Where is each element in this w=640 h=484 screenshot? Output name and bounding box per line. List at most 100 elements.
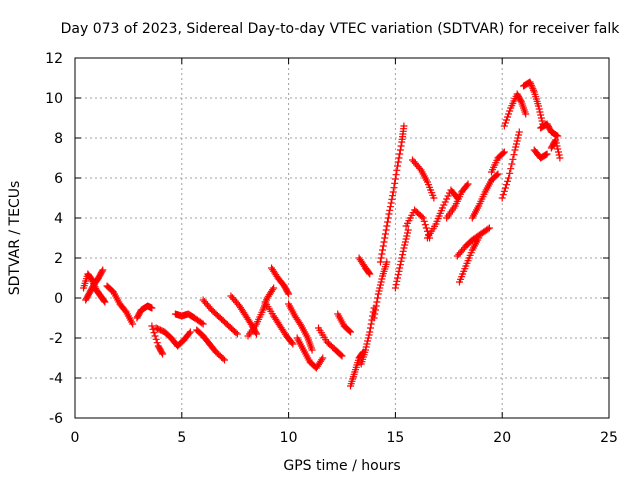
data-point <box>441 198 449 206</box>
data-point <box>347 328 355 336</box>
data-point <box>443 195 451 203</box>
data-point <box>543 150 551 158</box>
data-point <box>366 328 374 336</box>
data-point <box>444 192 452 200</box>
data-point <box>362 343 370 351</box>
data-point <box>285 290 293 298</box>
data-point <box>319 354 327 362</box>
data-point <box>551 137 559 145</box>
data-point <box>377 278 385 286</box>
data-point <box>396 146 404 154</box>
x-tick-label: 15 <box>386 430 404 446</box>
data-point <box>501 184 509 192</box>
data-point <box>527 81 535 89</box>
data-point <box>366 324 374 332</box>
data-point <box>372 302 380 310</box>
data-point <box>296 320 304 328</box>
data-point <box>395 267 403 275</box>
data-point <box>370 314 378 322</box>
data-point <box>514 134 522 142</box>
data-point <box>556 154 564 162</box>
data-point <box>100 297 108 305</box>
data-point <box>232 329 240 337</box>
data-point <box>381 230 389 238</box>
y-tick-label: 12 <box>45 51 63 67</box>
data-point <box>505 110 513 118</box>
data-point <box>419 214 427 222</box>
data-point <box>394 158 402 166</box>
data-point <box>378 275 386 283</box>
data-point <box>485 224 493 232</box>
data-point <box>270 284 278 292</box>
data-point <box>438 204 446 212</box>
data-point <box>397 142 405 150</box>
data-point <box>552 136 560 144</box>
data-point <box>522 110 530 118</box>
x-tick-label: 20 <box>493 430 511 446</box>
data-point <box>392 171 400 179</box>
data-point <box>510 151 518 159</box>
data-point <box>366 270 374 278</box>
data-point <box>383 222 391 230</box>
data-point <box>440 201 448 209</box>
x-tick-label: 5 <box>177 430 186 446</box>
data-point <box>537 111 545 119</box>
y-tick-label: -4 <box>49 371 63 387</box>
data-point <box>536 108 544 116</box>
x-tick-label: 10 <box>280 430 298 446</box>
data-point <box>509 155 517 163</box>
data-point <box>499 191 507 199</box>
data-point <box>365 331 373 339</box>
data-point <box>374 290 382 298</box>
data-point <box>402 235 410 243</box>
data-point <box>376 284 384 292</box>
data-point <box>101 298 109 306</box>
x-tick-label: 0 <box>71 430 80 446</box>
data-point <box>395 154 403 162</box>
data-point <box>337 351 345 359</box>
chart-title: Day 073 of 2023, Sidereal Day-to-day VTE… <box>61 21 621 37</box>
data-point <box>404 229 412 237</box>
data-point <box>380 238 388 246</box>
y-tick-label: -2 <box>49 331 63 347</box>
y-tick-label: 4 <box>54 211 63 227</box>
data-point <box>396 264 404 272</box>
data-point <box>373 298 381 306</box>
data-point <box>553 131 561 139</box>
data-point <box>284 289 292 297</box>
data-point <box>389 188 397 196</box>
data-point <box>399 251 407 259</box>
data-point <box>150 329 158 337</box>
y-tick-label: 10 <box>45 91 63 107</box>
data-point <box>418 213 426 221</box>
data-point <box>289 340 297 348</box>
data-point <box>527 80 535 88</box>
data-point <box>502 181 510 189</box>
data-point <box>504 113 512 121</box>
data-point <box>318 356 326 364</box>
data-point <box>390 184 398 192</box>
data-point <box>512 143 520 151</box>
data-point <box>129 320 137 328</box>
data-point <box>500 148 508 156</box>
data-point <box>504 177 512 185</box>
data-point <box>98 267 106 275</box>
data-point <box>537 114 545 122</box>
data-point <box>515 131 523 139</box>
data-point <box>394 162 402 170</box>
y-axis-label: SDTVAR / TECUs <box>7 181 23 296</box>
data-point <box>535 105 543 113</box>
data-point <box>555 151 563 159</box>
x-tick-label: 25 <box>600 430 618 446</box>
data-point <box>530 86 538 94</box>
x-axis-label: GPS time / hours <box>283 458 400 474</box>
data-point <box>392 281 400 289</box>
data-point <box>505 174 513 182</box>
data-point <box>511 146 519 154</box>
data-point <box>253 330 261 338</box>
data-point <box>400 122 408 130</box>
data-point <box>535 102 543 110</box>
data-point <box>397 257 405 265</box>
